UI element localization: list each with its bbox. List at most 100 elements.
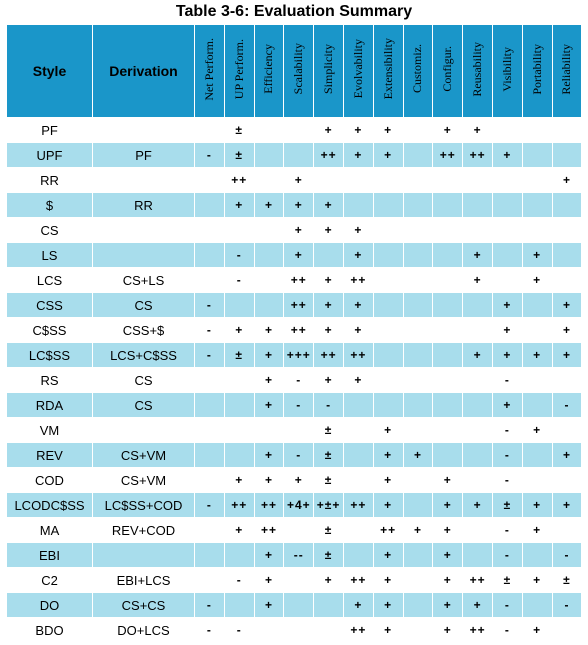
value-cell (551, 142, 583, 168)
value-cell (551, 117, 583, 143)
value-cell: - (551, 542, 583, 568)
value-cell (402, 142, 434, 168)
value-cell: + (253, 567, 285, 593)
style-cell: VM (6, 417, 93, 443)
value-cell: ++ (342, 492, 374, 518)
value-cell: +±+ (313, 492, 344, 518)
value-cell: + (283, 217, 315, 243)
style-cell: EBI (6, 542, 93, 568)
value-cell (223, 442, 255, 468)
table-row: LS - + + + + (6, 242, 583, 268)
value-cell (462, 442, 493, 468)
value-cell (194, 267, 225, 293)
value-cell: + (313, 267, 344, 293)
value-cell (372, 267, 404, 293)
table-row: LCS CS+LS - ++ + ++ + + (6, 267, 583, 293)
value-cell (491, 242, 523, 268)
value-cell (402, 342, 434, 368)
value-cell (432, 267, 464, 293)
value-cell: - (194, 592, 225, 618)
value-cell: ++ (283, 292, 315, 318)
value-cell: + (372, 592, 404, 618)
value-cell (462, 217, 493, 243)
value-cell: + (253, 592, 285, 618)
value-cell: - (491, 617, 523, 643)
style-cell: RDA (6, 392, 93, 418)
value-cell (253, 142, 285, 168)
header-property-label: Configur. (440, 46, 455, 92)
value-cell (253, 217, 285, 243)
value-cell: + (253, 392, 285, 418)
derivation-cell: DO+LCS (92, 617, 195, 643)
table-row: LC$SS LCS+C$SS - ± + +++ ++ ++ + + + + (6, 342, 583, 368)
value-cell: + (521, 567, 553, 593)
value-cell (462, 467, 493, 493)
value-cell: + (342, 217, 374, 243)
table-row: CSS CS - ++ + + + + (6, 292, 583, 318)
value-cell: ± (223, 342, 255, 368)
header-property: Extensibility (372, 24, 404, 118)
value-cell (372, 392, 404, 418)
value-cell: - (491, 542, 523, 568)
table-row: RS CS + - + + - (6, 367, 583, 393)
value-cell: + (313, 192, 344, 218)
value-cell (491, 167, 523, 193)
value-cell: + (432, 517, 464, 543)
value-cell: - (551, 392, 583, 418)
value-cell (402, 617, 434, 643)
header-property-label: Evolvability (350, 39, 365, 99)
header-property-label: UP Perform. (231, 38, 246, 100)
value-cell: - (491, 417, 523, 443)
value-cell: - (194, 342, 225, 368)
value-cell: + (342, 242, 374, 268)
table-row: BDO DO+LCS - - ++ + + ++ - + (6, 617, 583, 643)
value-cell: + (223, 192, 255, 218)
value-cell (283, 617, 315, 643)
value-cell (342, 467, 374, 493)
value-cell (342, 542, 374, 568)
value-cell (283, 117, 315, 143)
header-property-label: Reliability (559, 43, 574, 95)
value-cell (462, 317, 493, 343)
header-property-label: Visibility (499, 46, 514, 92)
derivation-cell (92, 217, 195, 243)
value-cell (402, 217, 434, 243)
value-cell (432, 192, 464, 218)
value-cell (521, 542, 553, 568)
value-cell (372, 342, 404, 368)
value-cell (432, 367, 464, 393)
table-body: PF ± + + + + + UPF PF - ± ++ + + ++ ++ + RR ++ + + $ RR + + + + CS +… (6, 117, 583, 643)
style-cell: $ (6, 192, 93, 218)
style-cell: PF (6, 117, 93, 143)
style-cell: DO (6, 592, 93, 618)
value-cell: ++ (313, 142, 344, 168)
table-row: DO CS+CS - + + + + + - - (6, 592, 583, 618)
derivation-cell: CS+LS (92, 267, 195, 293)
derivation-cell (92, 117, 195, 143)
header-derivation: Derivation (92, 24, 195, 118)
value-cell (223, 417, 255, 443)
value-cell: + (372, 492, 404, 518)
value-cell: + (402, 442, 434, 468)
style-cell: LCODC$SS (6, 492, 93, 518)
value-cell: + (521, 267, 553, 293)
derivation-cell: CS+VM (92, 467, 195, 493)
value-cell (283, 517, 315, 543)
value-cell: ++ (313, 342, 344, 368)
value-cell (402, 417, 434, 443)
value-cell: + (253, 367, 285, 393)
table-row: C$SS CSS+$ - + + ++ + + + + (6, 317, 583, 343)
value-cell (432, 342, 464, 368)
value-cell: + (462, 267, 493, 293)
value-cell: ± (223, 142, 255, 168)
value-cell: - (194, 492, 225, 518)
value-cell (223, 292, 255, 318)
value-cell (194, 192, 225, 218)
value-cell: + (313, 117, 344, 143)
value-cell (342, 392, 374, 418)
value-cell: - (491, 442, 523, 468)
value-cell: + (521, 492, 553, 518)
value-cell: + (223, 317, 255, 343)
value-cell: - (491, 592, 523, 618)
value-cell (551, 467, 583, 493)
